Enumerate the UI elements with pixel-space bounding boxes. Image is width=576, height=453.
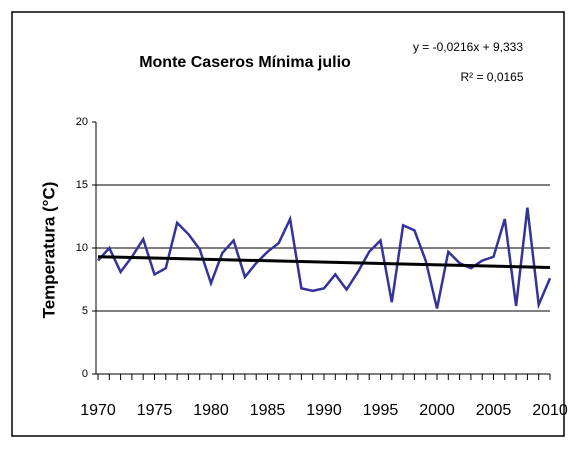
x-tick-label: 1985 (250, 402, 286, 419)
y-axis-title: Temperatura (°C) (39, 182, 58, 319)
x-tick-label: 2000 (419, 402, 455, 419)
x-tick-label: 2010 (532, 402, 568, 419)
x-tick-label: 1990 (306, 402, 342, 419)
trend-line (97, 255, 551, 270)
chart-title: Monte Caseros Mínima julio (139, 54, 351, 71)
y-tick-label: 0 (82, 368, 88, 380)
x-tick-label: 1970 (80, 402, 116, 419)
x-tick-label: 1995 (363, 402, 399, 419)
x-tick-label: 1980 (193, 402, 229, 419)
equation: y = -0,0216x + 9,333 (413, 40, 523, 54)
y-tick-label: 5 (82, 305, 88, 317)
y-tick-label: 15 (76, 179, 88, 191)
x-tick-label: 2005 (476, 402, 512, 419)
y-tick-label: 20 (76, 116, 88, 128)
x-tick-label: 1975 (137, 402, 173, 419)
y-tick-label: 10 (76, 242, 88, 254)
r-squared: R² = 0,0165 (460, 70, 523, 84)
